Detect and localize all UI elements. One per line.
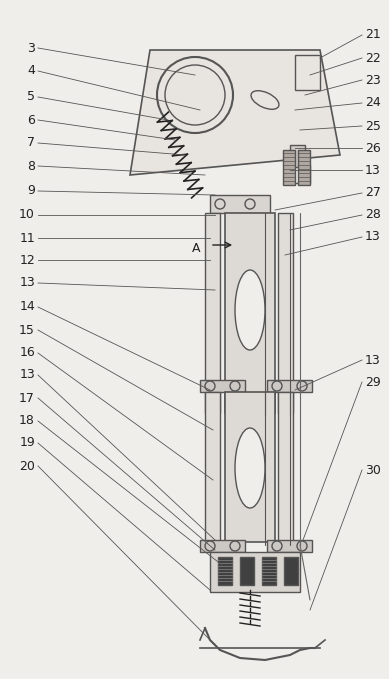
Text: 9: 9 [27, 185, 35, 198]
Text: 13: 13 [365, 230, 381, 244]
Text: 4: 4 [27, 65, 35, 77]
Bar [278, 392, 293, 542]
Text: 20: 20 [19, 460, 35, 473]
Text: 26: 26 [365, 141, 381, 155]
Bar [298, 150, 310, 185]
Text: 3: 3 [27, 41, 35, 54]
Bar [285, 165, 310, 183]
Text: 22: 22 [365, 52, 381, 65]
Text: 7: 7 [27, 136, 35, 149]
Text: 12: 12 [19, 253, 35, 266]
Text: 10: 10 [19, 208, 35, 221]
Text: 13: 13 [19, 369, 35, 382]
Text: 8: 8 [27, 160, 35, 172]
Bar [205, 392, 220, 542]
Bar [225, 392, 275, 542]
Bar [267, 540, 312, 552]
Text: 15: 15 [19, 323, 35, 337]
Text: 21: 21 [365, 29, 381, 41]
Bar [210, 552, 300, 592]
Bar [290, 145, 305, 167]
Text: 27: 27 [365, 187, 381, 200]
Bar [200, 540, 245, 552]
Bar [218, 557, 232, 585]
Polygon shape [130, 50, 340, 175]
Text: 13: 13 [19, 276, 35, 289]
Text: 30: 30 [365, 464, 381, 477]
Text: 11: 11 [19, 232, 35, 244]
Bar [283, 150, 295, 185]
Text: 23: 23 [365, 73, 381, 86]
Text: 13: 13 [365, 164, 381, 177]
Bar [284, 557, 298, 585]
Text: 18: 18 [19, 414, 35, 428]
Bar [225, 213, 275, 413]
Text: 13: 13 [365, 354, 381, 367]
Bar [295, 55, 320, 90]
Bar [240, 557, 254, 585]
Bar [200, 380, 245, 392]
Bar [262, 557, 276, 585]
Text: 17: 17 [19, 392, 35, 405]
Bar [267, 380, 312, 392]
Text: 6: 6 [27, 113, 35, 126]
Ellipse shape [235, 270, 265, 350]
Text: A: A [191, 242, 200, 255]
Text: 28: 28 [365, 208, 381, 221]
Bar [205, 213, 220, 413]
Text: 14: 14 [19, 301, 35, 314]
Text: 24: 24 [365, 96, 381, 109]
Text: 19: 19 [19, 437, 35, 449]
Text: 29: 29 [365, 375, 381, 388]
Text: 16: 16 [19, 346, 35, 359]
Ellipse shape [235, 428, 265, 508]
Text: 25: 25 [365, 120, 381, 132]
Bar [210, 195, 270, 213]
Bar [278, 213, 293, 413]
Text: 5: 5 [27, 90, 35, 103]
